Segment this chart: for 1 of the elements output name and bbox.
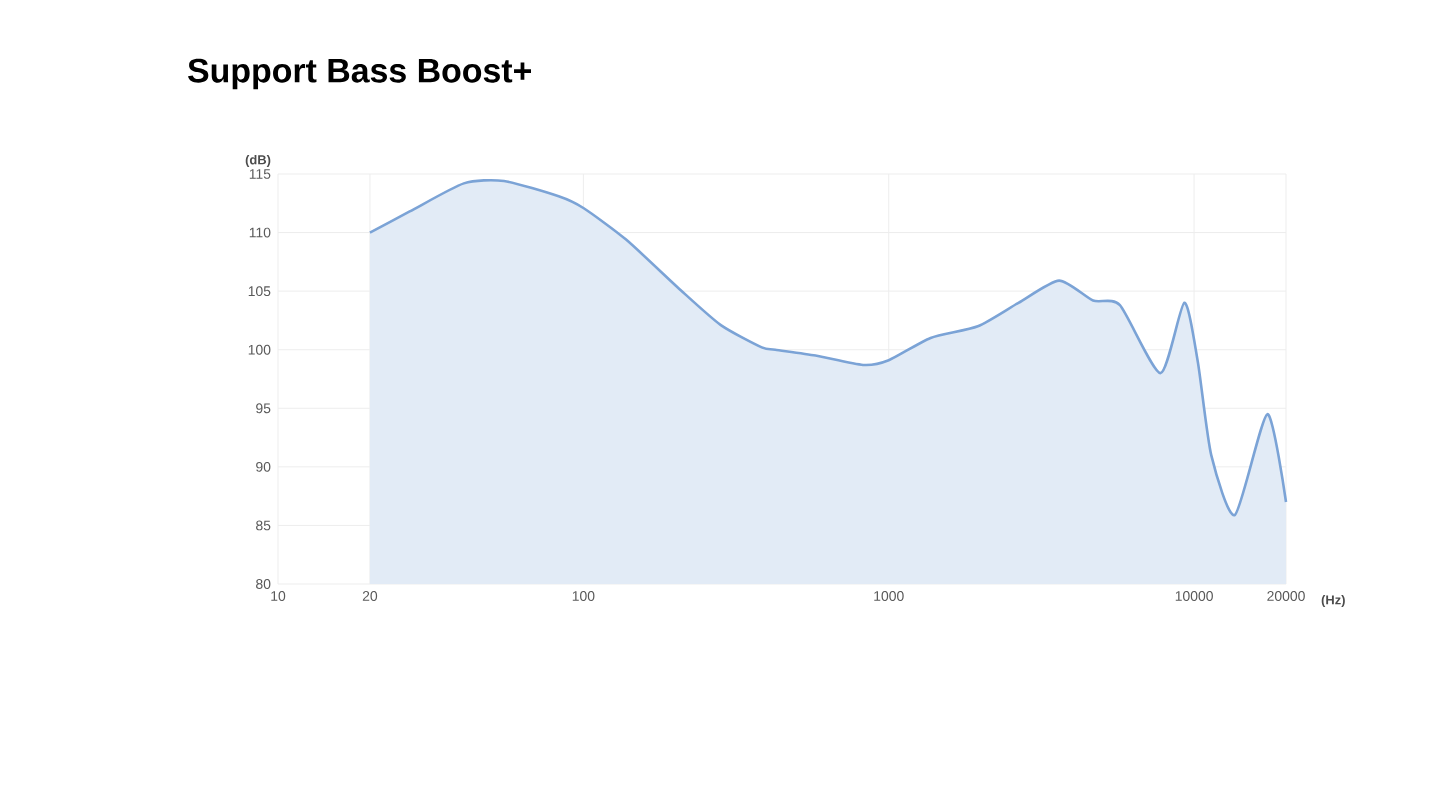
chart-title: Support Bass Boost+ (188, 58, 531, 90)
